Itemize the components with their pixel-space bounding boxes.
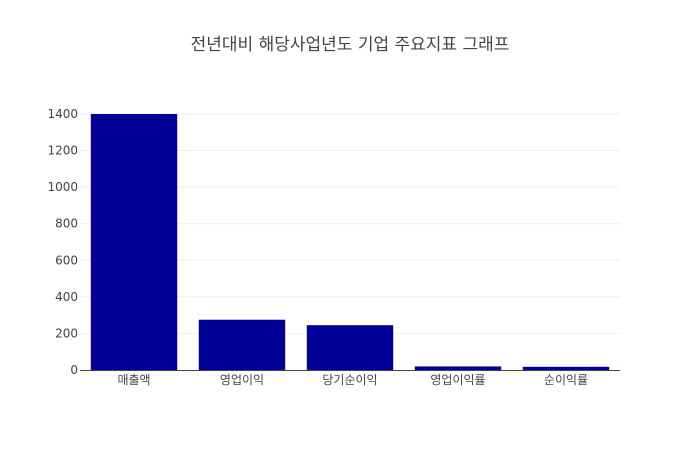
y-tick-label: 400 <box>55 290 78 304</box>
x-tick-label: 영업이익 <box>220 373 264 387</box>
x-tick-labels: 매출액 영업이익 당기순이익 영업이익률 순이익률 <box>117 373 588 387</box>
bar <box>198 319 286 370</box>
bar <box>306 325 394 370</box>
bar <box>522 366 610 370</box>
x-tick-label: 영업이익률 <box>430 373 485 387</box>
y-tick-label: 1400 <box>47 107 78 121</box>
y-tick-label: 1000 <box>47 180 78 194</box>
y-tick-label: 600 <box>55 253 78 267</box>
x-tick-label: 당기순이익 <box>322 373 377 387</box>
x-tick-label: 순이익률 <box>544 373 588 387</box>
y-tick-label: 1200 <box>47 144 78 158</box>
y-tick-label: 0 <box>70 363 78 377</box>
bar <box>414 366 502 370</box>
bar <box>90 114 178 370</box>
bars <box>90 114 610 370</box>
x-tick-label: 매출액 <box>117 373 150 387</box>
y-tick-labels: 0 200 400 600 800 1000 1200 1400 <box>47 107 78 377</box>
chart-title: 전년대비 해당사업년도 기업 주요지표 그래프 <box>190 35 510 55</box>
y-tick-label: 800 <box>55 217 78 231</box>
y-tick-label: 200 <box>55 326 78 340</box>
